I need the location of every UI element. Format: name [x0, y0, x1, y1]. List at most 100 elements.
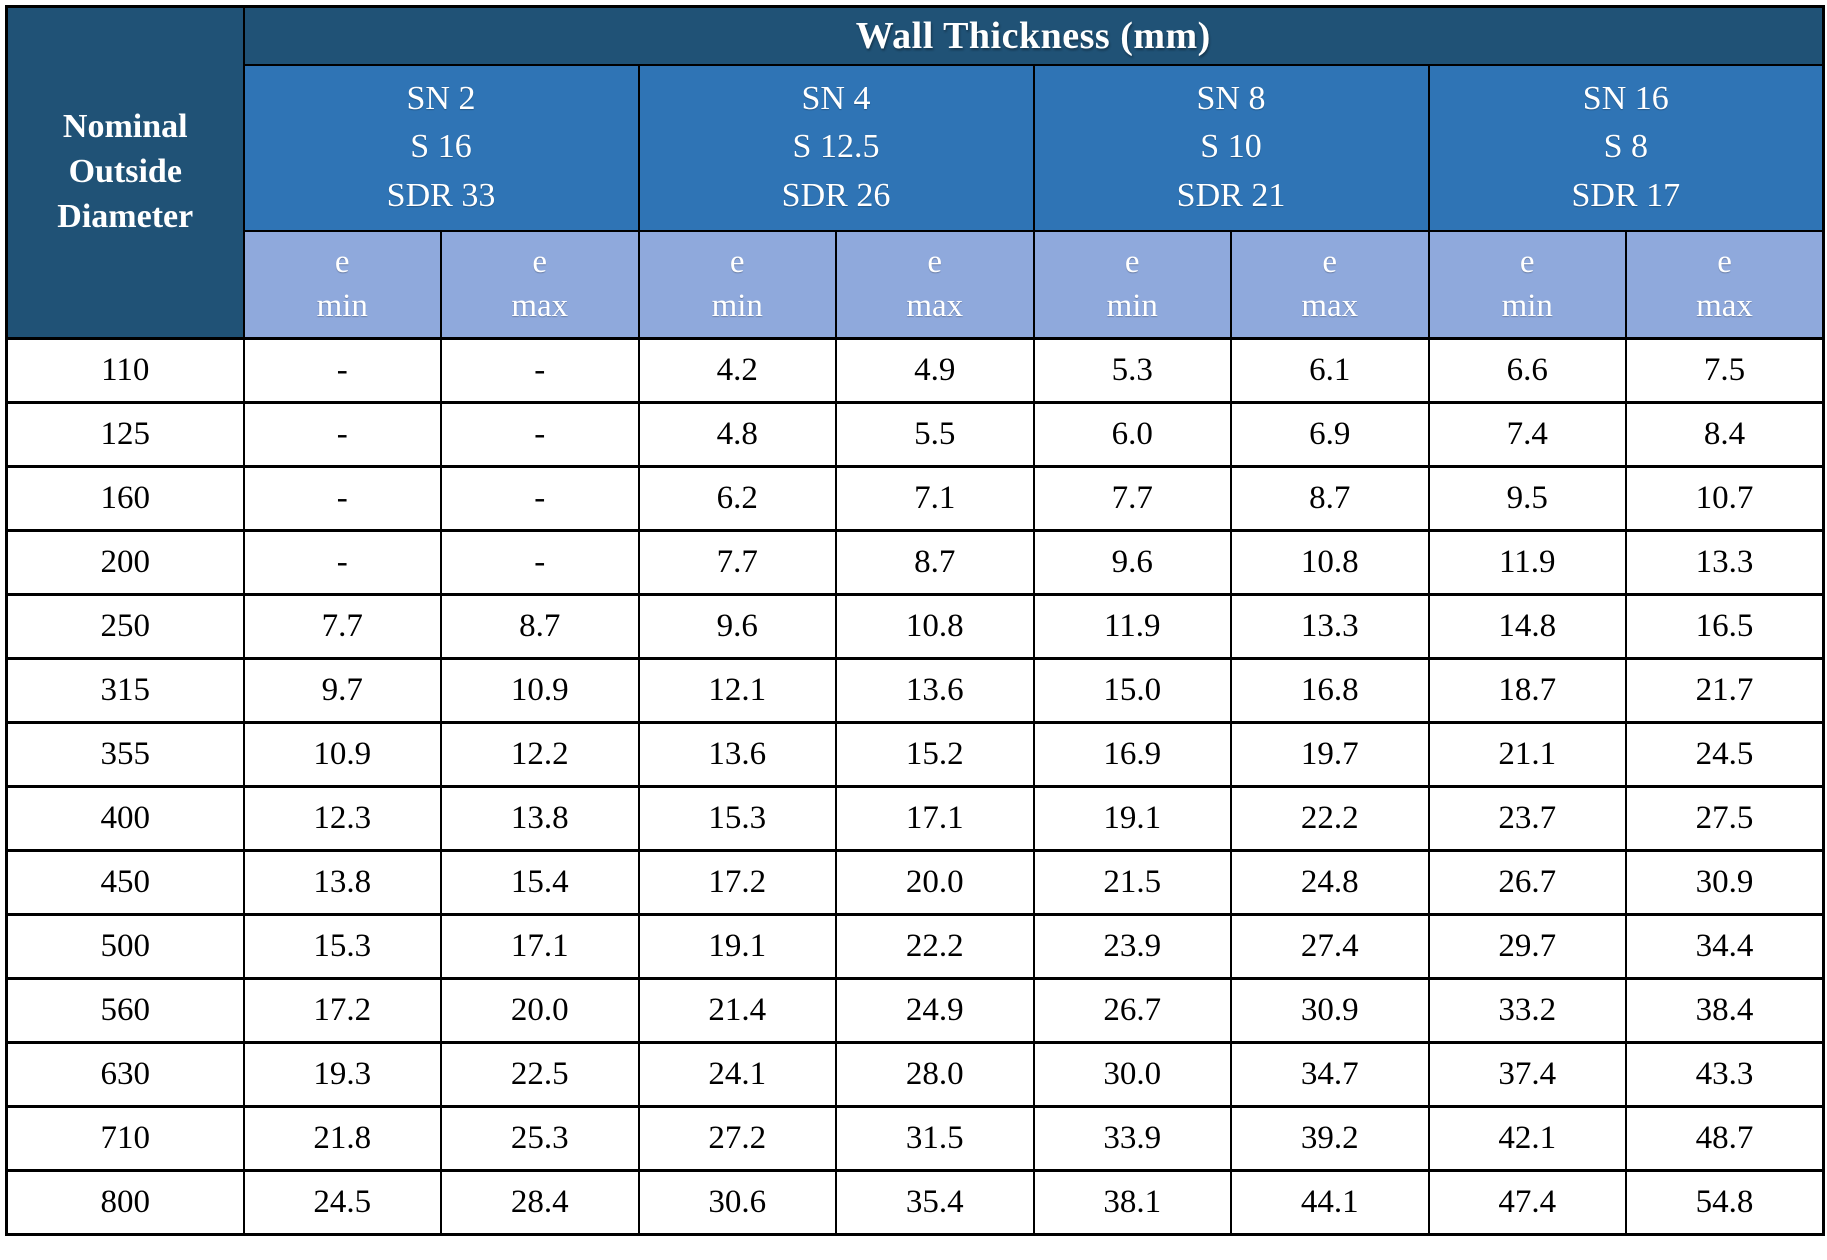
- value-cell: 21.8: [242, 1105, 442, 1172]
- value-cell: 44.1: [1230, 1169, 1430, 1236]
- value-cell: 20.0: [440, 977, 640, 1044]
- value-cell: 12.2: [440, 721, 640, 788]
- value-cell: 37.4: [1427, 1041, 1627, 1108]
- table-row: 315 9.7 10.9 12.1 13.6 15.0 16.8 18.7 21.7: [5, 657, 1825, 724]
- group-sn4-line-1: SN 4: [801, 80, 871, 118]
- value-cell: 4.8: [637, 401, 837, 468]
- e-symbol: e: [927, 243, 943, 280]
- value-cell: 16.8: [1230, 657, 1430, 724]
- value-cell: 28.4: [440, 1169, 640, 1236]
- value-cell: 22.2: [1230, 785, 1430, 852]
- value-cell: 17.1: [835, 785, 1035, 852]
- value-cell: 38.4: [1625, 977, 1825, 1044]
- max-label: max: [906, 288, 964, 325]
- value-cell: 8.4: [1625, 401, 1825, 468]
- value-cell: 15.3: [637, 785, 837, 852]
- corner-line-2: Outside: [68, 153, 182, 191]
- value-cell: 24.5: [1625, 721, 1825, 788]
- e-symbol: e: [532, 243, 548, 280]
- min-label: min: [1501, 288, 1553, 325]
- value-cell: -: [242, 401, 442, 468]
- group-sn2-line-2: S 16: [410, 128, 472, 166]
- value-cell: 8.7: [440, 593, 640, 660]
- value-cell: 11.9: [1427, 529, 1627, 596]
- group-sn4-line-2: S 12.5: [792, 128, 880, 166]
- value-cell: 30.9: [1230, 977, 1430, 1044]
- value-cell: 15.0: [1032, 657, 1232, 724]
- diameter-cell: 250: [5, 593, 245, 660]
- corner-line-3: Diameter: [57, 197, 194, 235]
- value-cell: 10.8: [1230, 529, 1430, 596]
- value-cell: 30.9: [1625, 849, 1825, 916]
- group-sn8-line-3: SDR 21: [1176, 176, 1286, 214]
- value-cell: 25.3: [440, 1105, 640, 1172]
- table-row: 500 15.3 17.1 19.1 22.2 23.9 27.4 29.7 34.4: [5, 913, 1825, 980]
- e-symbol: e: [729, 243, 745, 280]
- wall-thickness-table: Nominal Outside Diameter Wall Thickness …: [5, 5, 1826, 1236]
- value-cell: -: [242, 529, 442, 596]
- value-cell: 24.9: [835, 977, 1035, 1044]
- value-cell: 29.7: [1427, 913, 1627, 980]
- value-cell: 35.4: [835, 1169, 1035, 1236]
- min-label: min: [711, 288, 763, 325]
- value-cell: 7.7: [1032, 465, 1232, 532]
- value-cell: 21.7: [1625, 657, 1825, 724]
- value-cell: 15.3: [242, 913, 442, 980]
- value-cell: 23.9: [1032, 913, 1232, 980]
- value-cell: 13.8: [440, 785, 640, 852]
- value-cell: 17.2: [242, 977, 442, 1044]
- value-cell: 8.7: [1230, 465, 1430, 532]
- value-cell: 39.2: [1230, 1105, 1430, 1172]
- min-label: min: [316, 288, 368, 325]
- table-row: 630 19.3 22.5 24.1 28.0 30.0 34.7 37.4 43.3: [5, 1041, 1825, 1108]
- value-cell: -: [440, 401, 640, 468]
- value-cell: 9.6: [1032, 529, 1232, 596]
- value-cell: 48.7: [1625, 1105, 1825, 1172]
- table-row: 200- -7.7 8.7 9.6 10.8 11.9 13.3: [5, 529, 1825, 596]
- value-cell: 27.5: [1625, 785, 1825, 852]
- subheader-e-min: e min: [1032, 229, 1232, 340]
- subheader-e-min: e min: [242, 229, 442, 340]
- header-row-groups: SN 2 S 16 SDR 33 SN 4 S 12.5 SDR 26 SN 8…: [7, 63, 1825, 232]
- e-symbol: e: [1519, 243, 1535, 280]
- table-row: 125- -4.8 5.5 6.0 6.9 7.4 8.4: [5, 401, 1825, 468]
- diameter-cell: 125: [5, 401, 245, 468]
- value-cell: 6.2: [637, 465, 837, 532]
- value-cell: 15.2: [835, 721, 1035, 788]
- group-sn4-line-3: SDR 26: [781, 176, 891, 214]
- value-cell: 8.7: [835, 529, 1035, 596]
- value-cell: 9.7: [242, 657, 442, 724]
- group-header-sn2: SN 2 S 16 SDR 33: [242, 63, 640, 232]
- group-sn2-line-1: SN 2: [406, 80, 476, 118]
- value-cell: 17.2: [637, 849, 837, 916]
- value-cell: -: [440, 337, 640, 404]
- value-cell: 9.6: [637, 593, 837, 660]
- corner-header-nominal-outside-diameter: Nominal Outside Diameter: [5, 5, 245, 340]
- value-cell: 19.7: [1230, 721, 1430, 788]
- value-cell: 7.1: [835, 465, 1035, 532]
- header-row-emin-emax: e min e max e min e max e min e max e min e max: [7, 229, 1825, 340]
- value-cell: 16.9: [1032, 721, 1232, 788]
- value-cell: 7.7: [637, 529, 837, 596]
- subheader-e-min: e min: [1427, 229, 1627, 340]
- value-cell: 5.5: [835, 401, 1035, 468]
- group-sn8-line-2: S 10: [1200, 128, 1262, 166]
- diameter-cell: 710: [5, 1105, 245, 1172]
- value-cell: 16.5: [1625, 593, 1825, 660]
- diameter-cell: 315: [5, 657, 245, 724]
- value-cell: 43.3: [1625, 1041, 1825, 1108]
- value-cell: 24.8: [1230, 849, 1430, 916]
- value-cell: 4.2: [637, 337, 837, 404]
- group-sn16-line-2: S 8: [1603, 128, 1648, 166]
- group-header-sn8: SN 8 S 10 SDR 21: [1032, 63, 1430, 232]
- value-cell: 31.5: [835, 1105, 1035, 1172]
- value-cell: 42.1: [1427, 1105, 1627, 1172]
- value-cell: 17.1: [440, 913, 640, 980]
- value-cell: 6.1: [1230, 337, 1430, 404]
- subheader-e-min: e min: [637, 229, 837, 340]
- value-cell: -: [242, 465, 442, 532]
- diameter-cell: 355: [5, 721, 245, 788]
- subheader-e-max: e max: [1230, 229, 1430, 340]
- value-cell: 7.5: [1625, 337, 1825, 404]
- group-sn16-line-3: SDR 17: [1571, 176, 1681, 214]
